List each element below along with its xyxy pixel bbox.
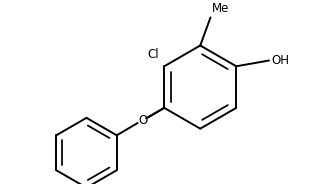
Text: Me: Me [212,2,229,15]
Text: OH: OH [272,54,290,67]
Text: Cl: Cl [148,48,159,61]
Text: O: O [138,114,147,127]
